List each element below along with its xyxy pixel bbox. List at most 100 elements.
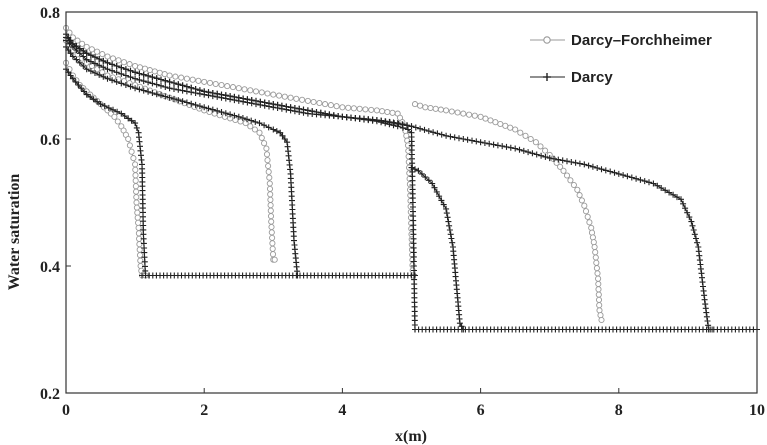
data-point bbox=[267, 191, 274, 198]
data-point bbox=[90, 96, 97, 103]
data-point bbox=[104, 75, 111, 82]
data-point bbox=[595, 275, 602, 282]
data-point bbox=[447, 231, 454, 238]
data-point bbox=[134, 209, 141, 216]
data-point bbox=[641, 178, 648, 185]
data-point bbox=[161, 71, 168, 78]
data-point bbox=[646, 179, 652, 186]
data-point bbox=[434, 130, 441, 137]
data-point bbox=[293, 95, 300, 102]
data-point bbox=[241, 86, 248, 93]
data-point bbox=[596, 302, 603, 309]
data-point bbox=[445, 218, 452, 225]
data-point bbox=[266, 100, 272, 107]
data-point bbox=[408, 164, 415, 171]
series-line bbox=[65, 46, 298, 276]
data-point bbox=[464, 136, 471, 143]
data-point bbox=[218, 91, 225, 98]
data-point bbox=[512, 126, 519, 133]
data-point bbox=[96, 62, 103, 69]
data-point bbox=[448, 235, 455, 242]
x-tick-label: 8 bbox=[615, 402, 623, 419]
data-point bbox=[205, 89, 212, 96]
data-point bbox=[680, 200, 687, 207]
legend-label-darcy: Darcy bbox=[571, 69, 613, 86]
data-point bbox=[171, 86, 177, 92]
data-point bbox=[678, 196, 684, 203]
data-point bbox=[497, 120, 504, 128]
data-point bbox=[267, 207, 274, 214]
data-point bbox=[490, 141, 497, 148]
data-point bbox=[477, 139, 484, 146]
data-point bbox=[115, 57, 122, 64]
data-point bbox=[122, 82, 129, 88]
data-point bbox=[436, 193, 443, 200]
y-axis-label: Water saturation bbox=[6, 174, 23, 291]
data-point bbox=[399, 121, 406, 128]
data-point bbox=[178, 74, 185, 81]
data-point bbox=[586, 219, 593, 226]
data-point bbox=[83, 66, 90, 73]
data-point bbox=[533, 151, 540, 158]
data-point bbox=[125, 115, 132, 122]
data-point bbox=[118, 110, 125, 117]
data-point bbox=[412, 272, 418, 279]
data-point bbox=[88, 62, 95, 70]
data-point bbox=[654, 182, 661, 189]
data-point bbox=[408, 123, 415, 130]
x-axis-label: x(m) bbox=[395, 428, 427, 445]
data-point bbox=[158, 92, 164, 99]
data-point bbox=[582, 208, 590, 215]
data-point bbox=[206, 108, 213, 116]
data-point bbox=[67, 37, 74, 44]
data-point bbox=[415, 167, 422, 174]
data-point bbox=[80, 63, 87, 69]
data-point bbox=[469, 137, 475, 144]
data-point bbox=[368, 106, 375, 113]
data-point bbox=[620, 172, 627, 179]
data-point bbox=[205, 105, 212, 112]
data-point bbox=[122, 66, 129, 73]
data-point bbox=[244, 96, 251, 103]
data-point bbox=[350, 105, 357, 112]
data-point bbox=[227, 93, 234, 100]
data-point bbox=[444, 214, 451, 221]
data-point bbox=[214, 107, 221, 114]
data-point bbox=[267, 213, 275, 220]
data-point bbox=[309, 108, 316, 115]
data-point bbox=[153, 75, 160, 82]
data-point bbox=[133, 124, 140, 131]
data-point bbox=[135, 219, 142, 226]
data-point bbox=[183, 75, 190, 82]
legend-label-darcy-forchheimer: Darcy–Forchheimer bbox=[571, 32, 712, 49]
data-point bbox=[572, 159, 579, 166]
x-tick-label: 10 bbox=[749, 402, 765, 419]
data-point bbox=[466, 111, 473, 118]
data-point bbox=[487, 117, 494, 124]
data-point bbox=[412, 166, 418, 173]
y-tick-label: 0.2 bbox=[40, 386, 60, 403]
data-point bbox=[492, 119, 499, 126]
data-point bbox=[201, 88, 208, 95]
data-point bbox=[72, 78, 79, 85]
data-point bbox=[690, 227, 697, 233]
series-curve bbox=[63, 31, 716, 333]
data-point bbox=[584, 213, 591, 220]
data-point bbox=[486, 140, 493, 147]
data-point bbox=[269, 251, 277, 258]
data-point bbox=[104, 66, 111, 73]
data-point bbox=[304, 97, 311, 104]
data-point bbox=[296, 105, 303, 112]
data-point bbox=[373, 107, 380, 114]
data-marks bbox=[62, 24, 760, 333]
data-point bbox=[96, 56, 103, 62]
data-point bbox=[529, 150, 536, 157]
data-point bbox=[264, 90, 271, 97]
data-point bbox=[662, 187, 669, 194]
data-point bbox=[404, 137, 411, 144]
data-point bbox=[87, 58, 94, 65]
data-point bbox=[132, 69, 139, 76]
data-point bbox=[310, 98, 317, 106]
data-point bbox=[109, 74, 117, 81]
data-point bbox=[650, 180, 657, 187]
